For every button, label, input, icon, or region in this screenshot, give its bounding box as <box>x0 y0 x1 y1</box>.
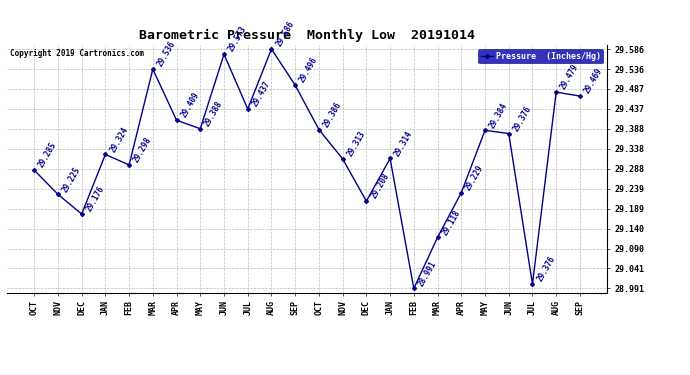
Text: 29.469: 29.469 <box>582 67 604 95</box>
Text: 29.376: 29.376 <box>535 255 557 283</box>
Text: 29.285: 29.285 <box>37 141 59 170</box>
Text: 29.298: 29.298 <box>132 136 154 164</box>
Text: 29.386: 29.386 <box>322 100 344 129</box>
Text: 29.208: 29.208 <box>369 172 391 200</box>
Text: 29.573: 29.573 <box>227 25 248 54</box>
Text: 29.437: 29.437 <box>250 80 272 108</box>
Text: 29.496: 29.496 <box>298 56 319 84</box>
Text: 29.314: 29.314 <box>393 129 415 158</box>
Text: 29.229: 29.229 <box>464 164 486 192</box>
Text: Copyright 2019 Cartronics.com: Copyright 2019 Cartronics.com <box>10 49 144 58</box>
Text: 29.324: 29.324 <box>108 125 130 154</box>
Text: 29.225: 29.225 <box>61 165 82 194</box>
Text: 29.536: 29.536 <box>156 40 177 68</box>
Text: 29.586: 29.586 <box>274 20 296 48</box>
Text: 29.313: 29.313 <box>346 130 367 158</box>
Text: 29.388: 29.388 <box>203 99 225 128</box>
Text: 29.409: 29.409 <box>179 91 201 120</box>
Title: Barometric Pressure  Monthly Low  20191014: Barometric Pressure Monthly Low 20191014 <box>139 29 475 42</box>
Legend: Pressure  (Inches/Hg): Pressure (Inches/Hg) <box>478 49 603 63</box>
Text: 28.991: 28.991 <box>417 259 438 288</box>
Text: 29.118: 29.118 <box>440 208 462 237</box>
Text: 29.176: 29.176 <box>84 185 106 213</box>
Text: 29.384: 29.384 <box>488 101 509 129</box>
Text: 29.376: 29.376 <box>511 104 533 133</box>
Text: 29.479: 29.479 <box>559 63 580 91</box>
